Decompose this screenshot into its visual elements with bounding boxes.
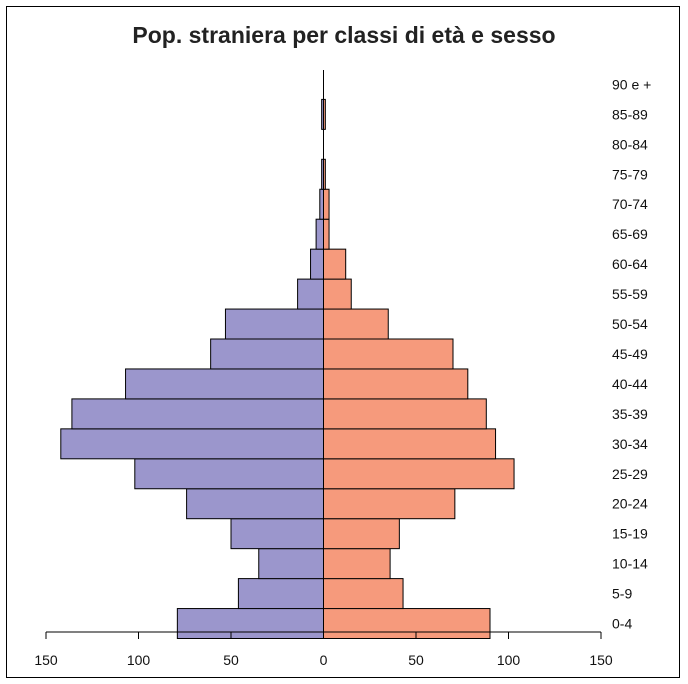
age-class-label: 20-24 <box>612 496 648 512</box>
age-class-label: 35-39 <box>612 406 648 422</box>
age-class-label: 85-89 <box>612 106 648 122</box>
bar-right-0-4 <box>323 608 491 639</box>
x-tick-label: 50 <box>223 652 239 668</box>
bar-left-60-64 <box>310 248 324 280</box>
age-class-label: 80-84 <box>612 136 648 152</box>
bar-right-65-69 <box>323 218 330 250</box>
age-class-label: 40-44 <box>612 376 648 392</box>
age-class-labels: 0-4 5-9 10-14 15-19 20-24 25-29 30-34 35-39 40-4… <box>612 76 651 631</box>
x-axis: 150 100 50 0 50 100 150 <box>34 70 613 668</box>
bar-left-70-74 <box>319 188 324 220</box>
bar-left-20-24 <box>186 488 324 520</box>
bar-left-35-39 <box>71 398 325 430</box>
x-tick-label: 100 <box>497 652 521 668</box>
age-class-label: 30-34 <box>612 436 648 452</box>
x-tick-label: 0 <box>320 652 328 668</box>
age-class-label: 55-59 <box>612 286 648 302</box>
x-tick-label: 150 <box>34 652 58 668</box>
age-class-label: 45-49 <box>612 346 648 362</box>
bar-left-5-9 <box>237 578 324 610</box>
bar-right-40-44 <box>323 368 469 400</box>
bar-left-10-14 <box>258 548 324 580</box>
age-class-label: 50-54 <box>612 316 648 332</box>
x-tick-label: 100 <box>127 652 151 668</box>
age-class-label: 90 e + <box>612 76 651 92</box>
bar-right-35-39 <box>323 398 487 430</box>
bar-right-10-14 <box>323 548 391 580</box>
chart-title: Pop. straniera per classi di età e sesso <box>132 22 556 48</box>
bar-left-45-49 <box>210 338 324 370</box>
bar-right-30-34 <box>323 428 497 460</box>
bar-right-55-59 <box>323 278 352 310</box>
bar-right-25-29 <box>323 458 515 490</box>
bar-left-55-59 <box>297 278 325 310</box>
bar-left-25-29 <box>134 458 324 490</box>
age-class-label: 15-19 <box>612 526 648 542</box>
bar-right-50-54 <box>323 308 389 340</box>
left-bars <box>60 98 325 639</box>
bar-left-40-44 <box>125 368 324 400</box>
age-class-label: 0-4 <box>612 616 632 632</box>
bar-left-30-34 <box>60 428 325 460</box>
right-bars <box>323 98 515 639</box>
bar-right-70-74 <box>323 188 330 220</box>
bar-right-15-19 <box>323 518 400 550</box>
age-class-label: 70-74 <box>612 196 648 212</box>
x-tick-label: 50 <box>408 652 424 668</box>
age-class-label: 5-9 <box>612 586 632 602</box>
bar-left-65-69 <box>315 218 325 250</box>
bar-left-0-4 <box>176 608 324 639</box>
age-class-label: 75-79 <box>612 166 648 182</box>
x-tick-label: 150 <box>589 652 613 668</box>
age-class-label: 25-29 <box>612 466 648 482</box>
bar-right-45-49 <box>323 338 454 370</box>
age-class-label: 65-69 <box>612 226 648 242</box>
age-class-label: 60-64 <box>612 256 648 272</box>
bar-right-5-9 <box>323 578 404 610</box>
age-class-label: 10-14 <box>612 556 648 572</box>
bar-left-50-54 <box>224 308 324 340</box>
bar-right-60-64 <box>323 248 347 280</box>
bar-right-20-24 <box>323 488 456 520</box>
bar-left-15-19 <box>230 518 324 550</box>
